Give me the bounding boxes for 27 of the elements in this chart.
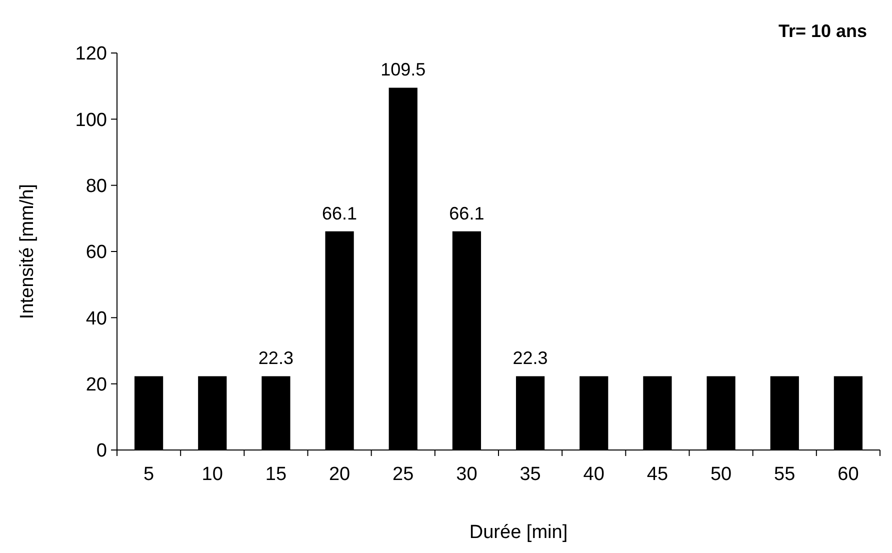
x-axis-title: Durée [min]: [469, 522, 568, 543]
data-label: 22.3: [512, 348, 548, 368]
x-tick-label: 35: [520, 464, 541, 485]
data-label: 22.3: [258, 348, 294, 368]
x-tick-label: 40: [583, 464, 604, 485]
x-tick-label: 60: [838, 464, 859, 485]
x-tick-label: 10: [202, 464, 223, 485]
x-tick-label: 30: [456, 464, 478, 485]
x-tick-label: 25: [392, 464, 414, 485]
x-tick-label: 5: [144, 464, 154, 485]
y-tick-label: 100: [75, 110, 107, 131]
chart-title: Tr= 10 ans: [778, 21, 867, 41]
x-tick-label: 20: [328, 464, 350, 485]
data-label: 66.1: [449, 203, 484, 224]
y-tick-label: 120: [75, 44, 107, 65]
y-tick-label: 60: [86, 242, 107, 264]
x-tick-label: 15: [265, 464, 287, 485]
x-tick-label: 45: [646, 464, 668, 485]
y-tick-label: 0: [96, 440, 107, 462]
x-tick-label: 50: [710, 464, 732, 485]
y-tick-label: 20: [86, 374, 107, 396]
y-axis-title: Intensité [mm/h]: [17, 184, 38, 320]
data-label: 109.5: [380, 60, 426, 80]
x-tick-label: 55: [774, 464, 796, 485]
y-tick-label: 40: [86, 308, 107, 330]
data-label: 66.1: [322, 203, 358, 224]
y-tick-label: 80: [86, 176, 107, 197]
